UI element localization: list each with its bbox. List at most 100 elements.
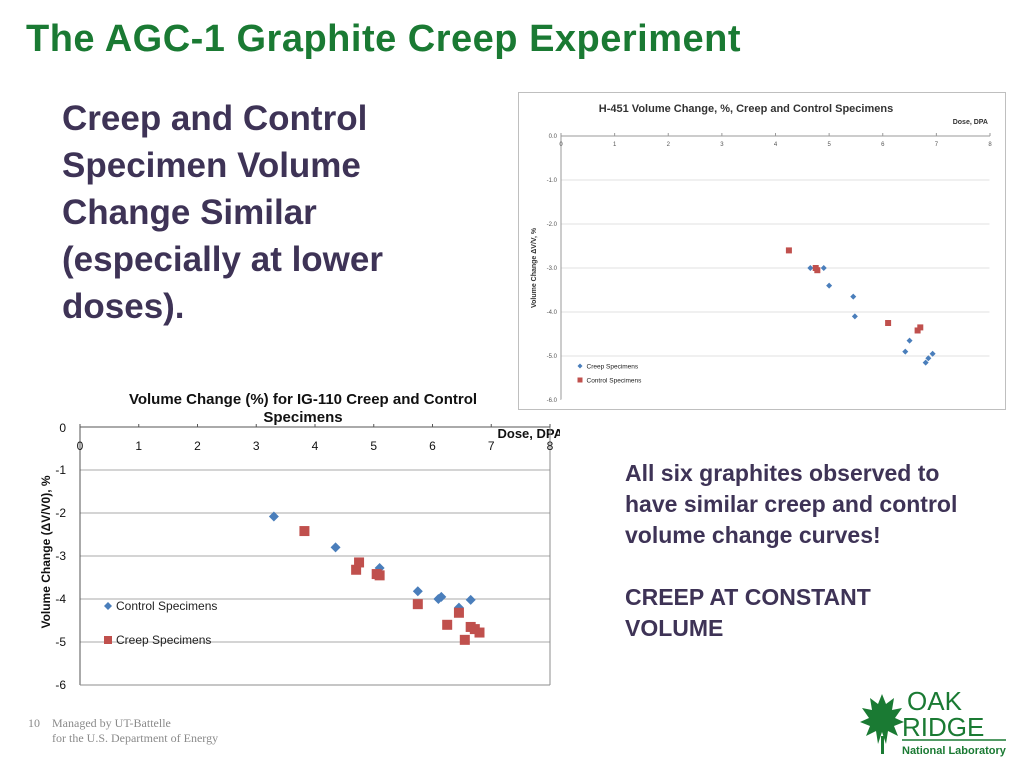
x-tick-label: 0 bbox=[77, 439, 84, 453]
y-tick-label: -2.0 bbox=[547, 222, 558, 228]
data-point bbox=[268, 511, 279, 522]
data-point bbox=[299, 526, 310, 537]
x-tick-label: 6 bbox=[429, 439, 436, 453]
legend-marker bbox=[104, 602, 112, 610]
data-point bbox=[330, 542, 341, 553]
legend: Control Specimens Creep Specimens bbox=[104, 599, 217, 647]
data-point bbox=[442, 619, 453, 630]
data-point bbox=[922, 359, 929, 366]
x-tick-label: 6 bbox=[881, 142, 885, 148]
y-tick-label: -5.0 bbox=[547, 354, 558, 360]
data-point bbox=[820, 265, 827, 271]
x-tick-label: 1 bbox=[135, 439, 142, 453]
observation-note: All six graphites observed to have simil… bbox=[625, 458, 965, 675]
oak-ridge-logo: OAK RIDGE National Laboratory bbox=[860, 686, 1007, 757]
legend-marker bbox=[104, 636, 112, 644]
data-point bbox=[351, 564, 362, 575]
x-tick-label: 4 bbox=[312, 439, 319, 453]
data-point bbox=[917, 324, 924, 331]
x-tick-label: 7 bbox=[488, 439, 495, 453]
x-axis-label: Dose, DPA bbox=[498, 426, 561, 441]
x-tick-labels: 0 1 2 3 4 5 6 7 8 bbox=[559, 142, 992, 148]
footer-text: Managed by UT-Battelle for the U.S. Depa… bbox=[52, 716, 218, 746]
logo-subtitle: National Laboratory bbox=[902, 745, 1007, 757]
y-axis-label: Volume Change (ΔV/V0), % bbox=[39, 475, 53, 628]
data-point bbox=[885, 320, 892, 326]
data-point bbox=[785, 247, 792, 254]
data-points bbox=[785, 247, 936, 366]
y-tick-labels: 0.0 -1.0 -2.0 -3.0 -4.0 -5.0 -6.0 bbox=[547, 134, 558, 404]
x-tick-label: 2 bbox=[667, 142, 671, 148]
slide-title: The AGC-1 Graphite Creep Experiment bbox=[26, 18, 742, 60]
y-tick-labels: 0 -1 -2 -3 -4 -5 -6 bbox=[55, 421, 66, 692]
y-tick-label: -1.0 bbox=[547, 178, 558, 184]
legend-label: Creep Specimens bbox=[116, 633, 211, 647]
chart-title: H-451 Volume Change, %, Creep and Contro… bbox=[599, 103, 893, 115]
data-point bbox=[354, 557, 365, 568]
x-tick-label: 8 bbox=[988, 142, 992, 148]
legend-label: Control Specimens bbox=[116, 599, 217, 613]
data-point bbox=[374, 570, 385, 581]
data-point bbox=[906, 337, 913, 344]
logo-word-2: RIDGE bbox=[902, 712, 984, 742]
data-point bbox=[914, 327, 921, 334]
footer-line-1: Managed by UT-Battelle bbox=[52, 716, 171, 730]
page-number: 10 bbox=[28, 716, 40, 730]
chart-frame bbox=[518, 92, 1006, 410]
data-point bbox=[826, 282, 833, 289]
data-point bbox=[465, 594, 476, 605]
gridlines bbox=[560, 133, 991, 401]
leaf-icon bbox=[860, 694, 904, 754]
x-tick-label: 5 bbox=[370, 439, 377, 453]
y-tick-label: -2 bbox=[55, 506, 66, 520]
footer-line-2: for the U.S. Department of Energy bbox=[52, 731, 219, 745]
data-point bbox=[925, 355, 932, 362]
y-tick-label: -4.0 bbox=[547, 310, 558, 316]
logo-word-1: OAK bbox=[907, 686, 963, 716]
y-tick-label: -1 bbox=[55, 463, 66, 477]
y-tick-label: 0 bbox=[59, 421, 66, 435]
data-point bbox=[436, 591, 447, 602]
x-tick-label: 3 bbox=[253, 439, 260, 453]
note-line-1: All six graphites observed to have simil… bbox=[625, 460, 958, 548]
legend-marker bbox=[577, 363, 583, 369]
data-point bbox=[459, 634, 470, 645]
data-point bbox=[814, 267, 821, 274]
y-tick-label: -4 bbox=[55, 592, 66, 606]
lead-text: Creep and Control Specimen Volume Change… bbox=[62, 99, 383, 326]
data-point bbox=[474, 627, 485, 638]
x-tick-label: 7 bbox=[935, 142, 939, 148]
y-tick-label: 0.0 bbox=[549, 134, 558, 140]
h451-chart: H-451 Volume Change, %, Creep and Contro… bbox=[518, 92, 1006, 410]
y-axis-label: Volume Change ΔV/V, % bbox=[531, 227, 538, 308]
data-points bbox=[268, 511, 485, 645]
data-point bbox=[850, 293, 857, 300]
data-point bbox=[929, 350, 936, 357]
data-point bbox=[807, 265, 814, 271]
legend-label: Control Specimens bbox=[587, 377, 643, 384]
x-tick-label: 5 bbox=[827, 142, 831, 148]
data-point bbox=[412, 586, 423, 597]
x-tick-label: 8 bbox=[547, 439, 554, 453]
x-tick-label: 1 bbox=[613, 142, 617, 148]
legend-label: Creep Specimens bbox=[587, 363, 639, 370]
x-tick-labels: 0 1 2 3 4 5 6 7 8 bbox=[77, 439, 554, 453]
legend: Creep Specimens Control Specimens bbox=[577, 363, 643, 384]
data-point bbox=[412, 599, 423, 610]
y-tick-label: -6 bbox=[55, 678, 66, 692]
legend-marker bbox=[577, 377, 583, 383]
x-tick-label: 2 bbox=[194, 439, 201, 453]
y-tick-label: -5 bbox=[55, 635, 66, 649]
note-line-2: CREEP AT CONSTANT VOLUME bbox=[625, 584, 871, 641]
data-point bbox=[851, 313, 858, 320]
chart-title: Volume Change (%) for IG-110 Creep and C… bbox=[129, 391, 477, 426]
x-tick-label: 0 bbox=[559, 142, 563, 148]
y-tick-label: -3.0 bbox=[547, 266, 558, 272]
x-axis-label: Dose, DPA bbox=[953, 119, 988, 126]
x-tick-label: 3 bbox=[720, 142, 724, 148]
x-tick-label: 4 bbox=[774, 142, 778, 148]
y-tick-label: -6.0 bbox=[547, 398, 558, 404]
ig110-chart: Volume Change (%) for IG-110 Creep and C… bbox=[39, 391, 561, 692]
data-point bbox=[453, 607, 464, 618]
data-point bbox=[902, 348, 909, 355]
